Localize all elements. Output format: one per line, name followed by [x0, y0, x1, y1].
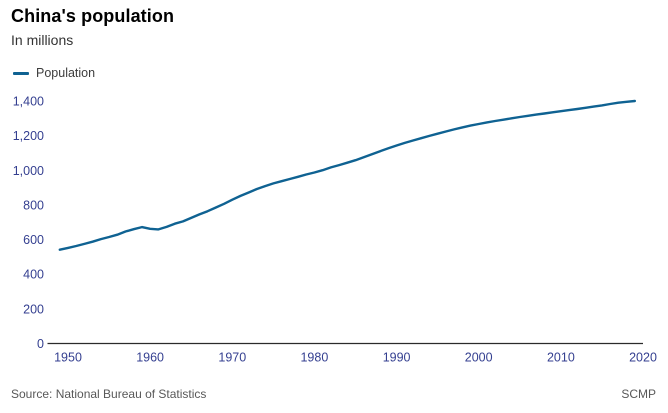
- y-tick-label: 400: [23, 268, 44, 282]
- x-tick-label: 1950: [54, 351, 82, 365]
- y-tick-label: 800: [23, 198, 44, 212]
- legend: Population: [13, 66, 95, 80]
- y-tick-label: 1,200: [13, 129, 44, 143]
- x-tick-label: 1990: [383, 351, 411, 365]
- x-tick-label: 1980: [300, 351, 328, 365]
- y-tick-label: 600: [23, 233, 44, 247]
- x-tick-label: 2010: [547, 351, 575, 365]
- chart-title: China's population: [11, 6, 175, 26]
- x-tick-label: 1970: [218, 351, 246, 365]
- legend-label: Population: [36, 66, 96, 80]
- source-note: Source: National Bureau of Statistics: [11, 387, 207, 401]
- legend-line-swatch: [13, 71, 29, 75]
- y-tick-label: 0: [37, 337, 44, 351]
- chart-subtitle: In millions: [11, 32, 74, 48]
- x-tick-label: 1960: [136, 351, 164, 365]
- y-tick-label: 1,000: [13, 164, 44, 178]
- x-tick-label: 2020: [629, 351, 657, 365]
- y-tick-label: 1,400: [13, 95, 44, 109]
- population-line: [58, 99, 636, 251]
- brand-label: SCMP: [621, 387, 656, 401]
- x-tick-label: 2000: [465, 351, 493, 365]
- y-tick-label: 200: [23, 302, 44, 316]
